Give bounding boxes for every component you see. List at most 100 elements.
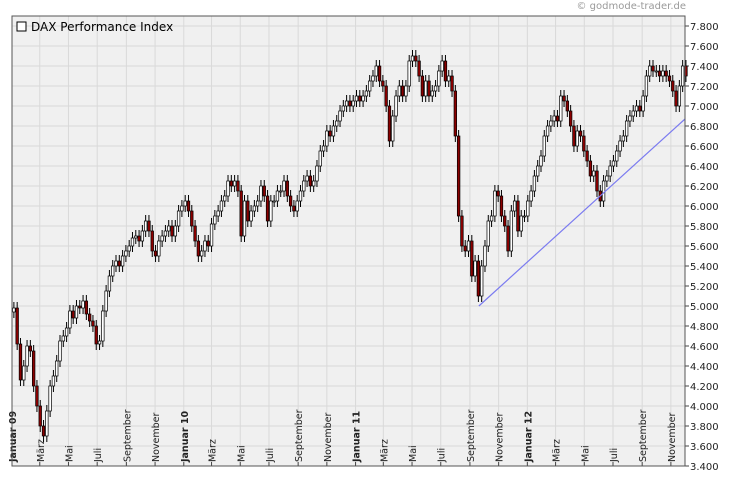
- candle-body: [542, 135, 546, 157]
- candle-body: [64, 327, 69, 337]
- candle-body: [420, 75, 425, 97]
- candle-body: [532, 175, 537, 192]
- candle-body: [74, 305, 79, 319]
- x-tick-label: Mai: [580, 445, 591, 462]
- candle-body: [249, 210, 253, 222]
- candle-body: [117, 260, 121, 267]
- candle-body: [147, 220, 151, 232]
- candle-body: [71, 310, 75, 319]
- y-tick-label: 5.800: [690, 222, 719, 233]
- x-tick-label: März: [379, 439, 390, 462]
- candle-body: [137, 235, 141, 242]
- candle-body: [259, 185, 263, 202]
- candle-body: [476, 260, 481, 297]
- candle-body: [150, 230, 154, 252]
- candle-body: [611, 160, 616, 167]
- candle-body: [358, 95, 362, 102]
- candle-body: [677, 85, 682, 107]
- candle-body: [657, 70, 662, 77]
- x-tick-label: Juli: [93, 448, 104, 463]
- x-tick-label: Mai: [408, 445, 419, 462]
- x-tick-label: März: [36, 439, 47, 462]
- candle-body: [552, 115, 556, 122]
- x-tick-label: September: [122, 409, 133, 462]
- candle-body: [318, 150, 322, 167]
- candle-body: [489, 215, 494, 222]
- candle-body: [160, 235, 164, 242]
- candle-body: [167, 225, 171, 232]
- candle-body: [111, 265, 115, 277]
- candle-body: [193, 225, 197, 242]
- candle-body: [180, 205, 184, 212]
- candle-body: [562, 95, 566, 102]
- candle-body: [437, 70, 441, 87]
- candle-body: [331, 125, 336, 137]
- candle-body: [555, 115, 560, 122]
- candle-body: [664, 70, 668, 77]
- candle-body: [456, 135, 461, 217]
- y-tick-label: 4.400: [690, 362, 719, 373]
- candle-body: [522, 215, 527, 218]
- candle-body: [578, 130, 583, 137]
- candle-body: [483, 245, 487, 267]
- y-tick-label: 5.200: [690, 282, 719, 293]
- candle-body: [634, 105, 639, 112]
- candle-body: [288, 195, 293, 207]
- candle-body: [219, 200, 224, 212]
- candle-body: [269, 200, 273, 222]
- candle-body: [397, 85, 401, 97]
- candle-body: [654, 70, 658, 73]
- candle-body: [315, 165, 319, 182]
- candle-body: [424, 80, 428, 97]
- x-tick-label: Januar 12: [523, 411, 534, 463]
- candle-body: [163, 230, 168, 237]
- y-tick-label: 4.200: [690, 382, 719, 393]
- candle-body: [41, 425, 46, 437]
- candle-body: [648, 65, 652, 77]
- candle-body: [572, 125, 576, 147]
- x-tick-label: September: [294, 409, 305, 462]
- candle-body: [144, 220, 148, 232]
- candle-body: [101, 310, 105, 342]
- candle-body: [275, 190, 280, 202]
- y-tick-label: 4.800: [690, 322, 719, 333]
- y-tick-label: 7.600: [690, 42, 719, 53]
- candle-body: [12, 307, 16, 313]
- x-tick-label: Mai: [236, 445, 247, 462]
- candle-body: [536, 165, 540, 177]
- candle-body: [496, 190, 500, 197]
- candle-body: [381, 80, 385, 87]
- candle-body: [262, 185, 266, 197]
- candle-body: [545, 125, 550, 137]
- candle-body: [453, 90, 457, 137]
- candle-body: [651, 65, 655, 72]
- candle-body: [641, 95, 645, 112]
- candle-body: [443, 60, 448, 82]
- candle-body: [58, 340, 62, 362]
- candle-body: [256, 200, 260, 207]
- candle-body: [272, 200, 276, 203]
- x-tick-label: März: [552, 439, 563, 462]
- candle-body: [519, 215, 523, 232]
- candle-body: [644, 75, 649, 97]
- candle-body: [410, 55, 415, 62]
- candle-body: [279, 190, 283, 193]
- candle-body: [91, 320, 95, 327]
- y-tick-label: 4.600: [690, 342, 719, 353]
- candle-body: [216, 210, 220, 217]
- candle-body: [127, 245, 131, 252]
- candle-body: [170, 225, 174, 237]
- candle-body: [529, 190, 533, 202]
- x-tick-label: September: [466, 409, 477, 462]
- candle-body: [480, 265, 484, 297]
- candle-body: [68, 310, 72, 329]
- candle-body: [526, 200, 530, 217]
- candle-body: [338, 110, 342, 122]
- candle-body: [427, 80, 431, 97]
- candle-body: [173, 225, 177, 237]
- candle-body: [18, 343, 23, 381]
- x-tick-label: November: [667, 412, 678, 462]
- candle-body: [308, 175, 313, 187]
- candle-body: [15, 307, 19, 345]
- candle-body: [51, 375, 56, 387]
